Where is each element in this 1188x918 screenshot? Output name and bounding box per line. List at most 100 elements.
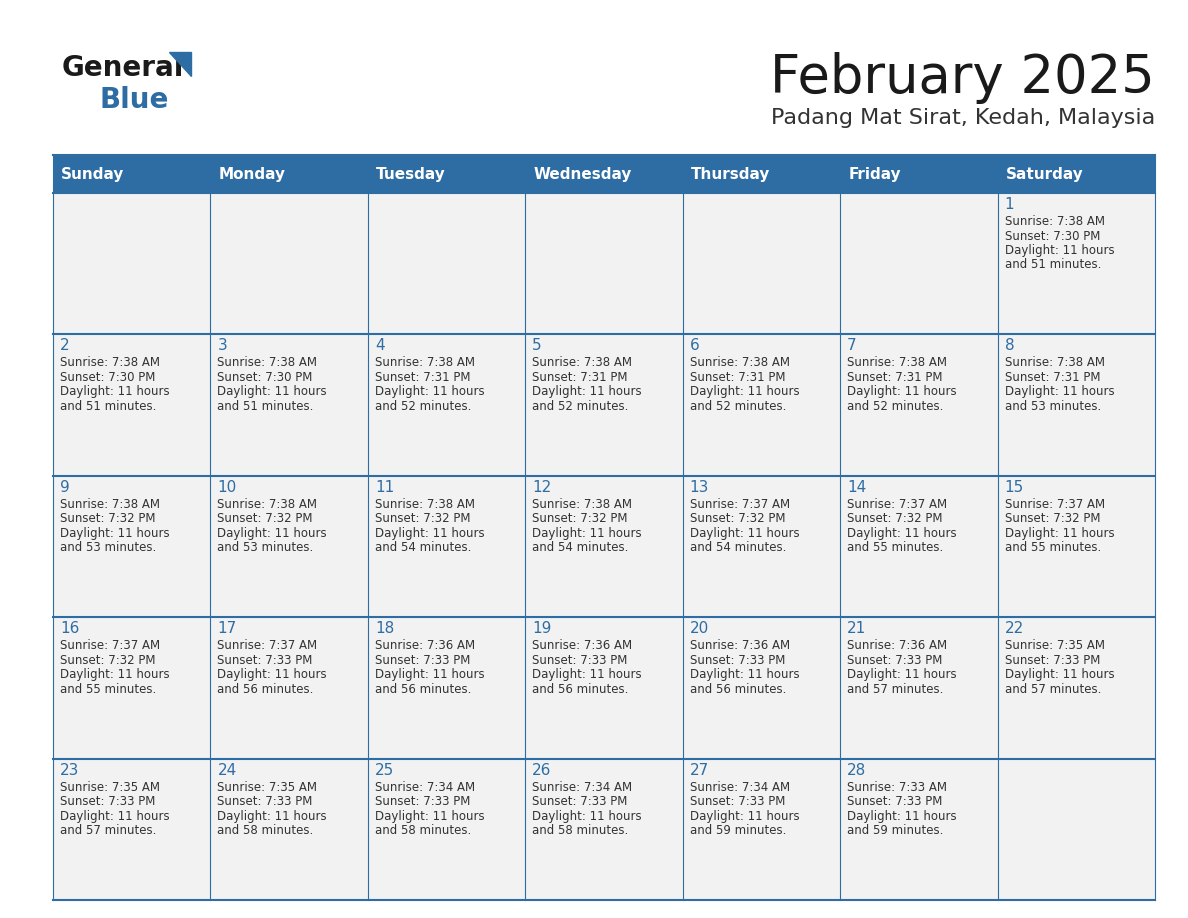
Text: Sunset: 7:33 PM: Sunset: 7:33 PM — [1005, 654, 1100, 666]
Text: and 57 minutes.: and 57 minutes. — [61, 824, 157, 837]
Text: Sunset: 7:32 PM: Sunset: 7:32 PM — [61, 512, 156, 525]
Text: 15: 15 — [1005, 480, 1024, 495]
Bar — [840, 334, 998, 476]
Text: Daylight: 11 hours: Daylight: 11 hours — [375, 386, 485, 398]
Text: Daylight: 11 hours: Daylight: 11 hours — [1005, 386, 1114, 398]
Text: and 52 minutes.: and 52 minutes. — [847, 400, 943, 413]
Text: and 53 minutes.: and 53 minutes. — [217, 542, 314, 554]
Text: Daylight: 11 hours: Daylight: 11 hours — [375, 810, 485, 823]
Text: Sunrise: 7:38 AM: Sunrise: 7:38 AM — [375, 498, 475, 510]
Text: Sunset: 7:33 PM: Sunset: 7:33 PM — [375, 654, 470, 666]
Text: 12: 12 — [532, 480, 551, 495]
Text: Sunrise: 7:35 AM: Sunrise: 7:35 AM — [217, 780, 317, 793]
Text: and 56 minutes.: and 56 minutes. — [690, 683, 786, 696]
Text: Sunrise: 7:37 AM: Sunrise: 7:37 AM — [217, 639, 317, 652]
Text: Sunrise: 7:38 AM: Sunrise: 7:38 AM — [532, 356, 632, 369]
Text: Sunset: 7:33 PM: Sunset: 7:33 PM — [847, 795, 942, 808]
Text: 22: 22 — [1005, 621, 1024, 636]
Bar — [840, 193, 998, 334]
Text: General: General — [62, 54, 184, 82]
Text: Sunset: 7:32 PM: Sunset: 7:32 PM — [1005, 512, 1100, 525]
Text: Sunset: 7:33 PM: Sunset: 7:33 PM — [532, 654, 627, 666]
Text: Sunset: 7:31 PM: Sunset: 7:31 PM — [690, 371, 785, 384]
Bar — [53, 476, 210, 617]
Text: and 55 minutes.: and 55 minutes. — [847, 542, 943, 554]
Text: Wednesday: Wednesday — [533, 166, 632, 182]
Text: Daylight: 11 hours: Daylight: 11 hours — [532, 668, 642, 681]
Text: 23: 23 — [61, 763, 80, 778]
Bar — [53, 617, 210, 758]
Text: and 58 minutes.: and 58 minutes. — [532, 824, 628, 837]
Bar — [210, 758, 368, 900]
Text: Sunset: 7:33 PM: Sunset: 7:33 PM — [847, 654, 942, 666]
Text: Daylight: 11 hours: Daylight: 11 hours — [690, 527, 800, 540]
Text: 6: 6 — [690, 339, 700, 353]
Text: Friday: Friday — [848, 166, 901, 182]
Text: Daylight: 11 hours: Daylight: 11 hours — [847, 386, 956, 398]
Text: Daylight: 11 hours: Daylight: 11 hours — [847, 668, 956, 681]
Text: and 54 minutes.: and 54 minutes. — [690, 542, 786, 554]
Bar — [368, 476, 525, 617]
Text: Daylight: 11 hours: Daylight: 11 hours — [847, 810, 956, 823]
Text: Sunrise: 7:37 AM: Sunrise: 7:37 AM — [847, 498, 947, 510]
Text: Sunset: 7:33 PM: Sunset: 7:33 PM — [690, 795, 785, 808]
Bar — [998, 334, 1155, 476]
Text: Sunrise: 7:38 AM: Sunrise: 7:38 AM — [532, 498, 632, 510]
Text: 17: 17 — [217, 621, 236, 636]
Bar — [840, 476, 998, 617]
Text: Sunset: 7:32 PM: Sunset: 7:32 PM — [532, 512, 627, 525]
Text: Daylight: 11 hours: Daylight: 11 hours — [375, 668, 485, 681]
Text: Daylight: 11 hours: Daylight: 11 hours — [1005, 244, 1114, 257]
Text: Daylight: 11 hours: Daylight: 11 hours — [61, 810, 170, 823]
Text: Sunset: 7:32 PM: Sunset: 7:32 PM — [217, 512, 312, 525]
Text: Daylight: 11 hours: Daylight: 11 hours — [217, 386, 327, 398]
Text: Sunrise: 7:38 AM: Sunrise: 7:38 AM — [1005, 215, 1105, 228]
Text: 18: 18 — [375, 621, 394, 636]
Bar — [368, 758, 525, 900]
Text: and 57 minutes.: and 57 minutes. — [1005, 683, 1101, 696]
Text: Sunrise: 7:38 AM: Sunrise: 7:38 AM — [217, 498, 317, 510]
Text: Daylight: 11 hours: Daylight: 11 hours — [532, 527, 642, 540]
Text: Daylight: 11 hours: Daylight: 11 hours — [690, 810, 800, 823]
Text: and 51 minutes.: and 51 minutes. — [217, 400, 314, 413]
Text: Sunrise: 7:37 AM: Sunrise: 7:37 AM — [61, 639, 160, 652]
Bar — [368, 617, 525, 758]
Text: Sunset: 7:30 PM: Sunset: 7:30 PM — [217, 371, 312, 384]
Bar — [53, 193, 210, 334]
Text: 10: 10 — [217, 480, 236, 495]
Text: Monday: Monday — [219, 166, 285, 182]
Text: and 51 minutes.: and 51 minutes. — [1005, 259, 1101, 272]
Text: Daylight: 11 hours: Daylight: 11 hours — [532, 810, 642, 823]
Bar — [368, 334, 525, 476]
Text: 27: 27 — [690, 763, 709, 778]
Text: Blue: Blue — [100, 86, 170, 114]
Text: Daylight: 11 hours: Daylight: 11 hours — [217, 810, 327, 823]
Bar — [998, 476, 1155, 617]
Bar — [683, 193, 840, 334]
Text: and 52 minutes.: and 52 minutes. — [690, 400, 786, 413]
Bar — [998, 617, 1155, 758]
Bar — [210, 617, 368, 758]
Text: Sunset: 7:32 PM: Sunset: 7:32 PM — [61, 654, 156, 666]
Text: 16: 16 — [61, 621, 80, 636]
Text: and 55 minutes.: and 55 minutes. — [1005, 542, 1101, 554]
Text: Daylight: 11 hours: Daylight: 11 hours — [847, 527, 956, 540]
Text: Sunrise: 7:38 AM: Sunrise: 7:38 AM — [61, 498, 160, 510]
Text: Saturday: Saturday — [1005, 166, 1083, 182]
Text: Sunset: 7:31 PM: Sunset: 7:31 PM — [532, 371, 627, 384]
Text: Sunrise: 7:38 AM: Sunrise: 7:38 AM — [847, 356, 947, 369]
Bar — [683, 758, 840, 900]
Text: Daylight: 11 hours: Daylight: 11 hours — [217, 668, 327, 681]
Text: 20: 20 — [690, 621, 709, 636]
Text: Sunrise: 7:36 AM: Sunrise: 7:36 AM — [375, 639, 475, 652]
Text: and 58 minutes.: and 58 minutes. — [217, 824, 314, 837]
Text: Daylight: 11 hours: Daylight: 11 hours — [532, 386, 642, 398]
Text: Sunset: 7:31 PM: Sunset: 7:31 PM — [1005, 371, 1100, 384]
Text: Sunrise: 7:34 AM: Sunrise: 7:34 AM — [690, 780, 790, 793]
Text: Sunset: 7:33 PM: Sunset: 7:33 PM — [217, 795, 312, 808]
Text: and 55 minutes.: and 55 minutes. — [61, 683, 157, 696]
Bar — [840, 758, 998, 900]
Text: Daylight: 11 hours: Daylight: 11 hours — [375, 527, 485, 540]
Text: Sunset: 7:33 PM: Sunset: 7:33 PM — [61, 795, 156, 808]
Text: and 56 minutes.: and 56 minutes. — [217, 683, 314, 696]
